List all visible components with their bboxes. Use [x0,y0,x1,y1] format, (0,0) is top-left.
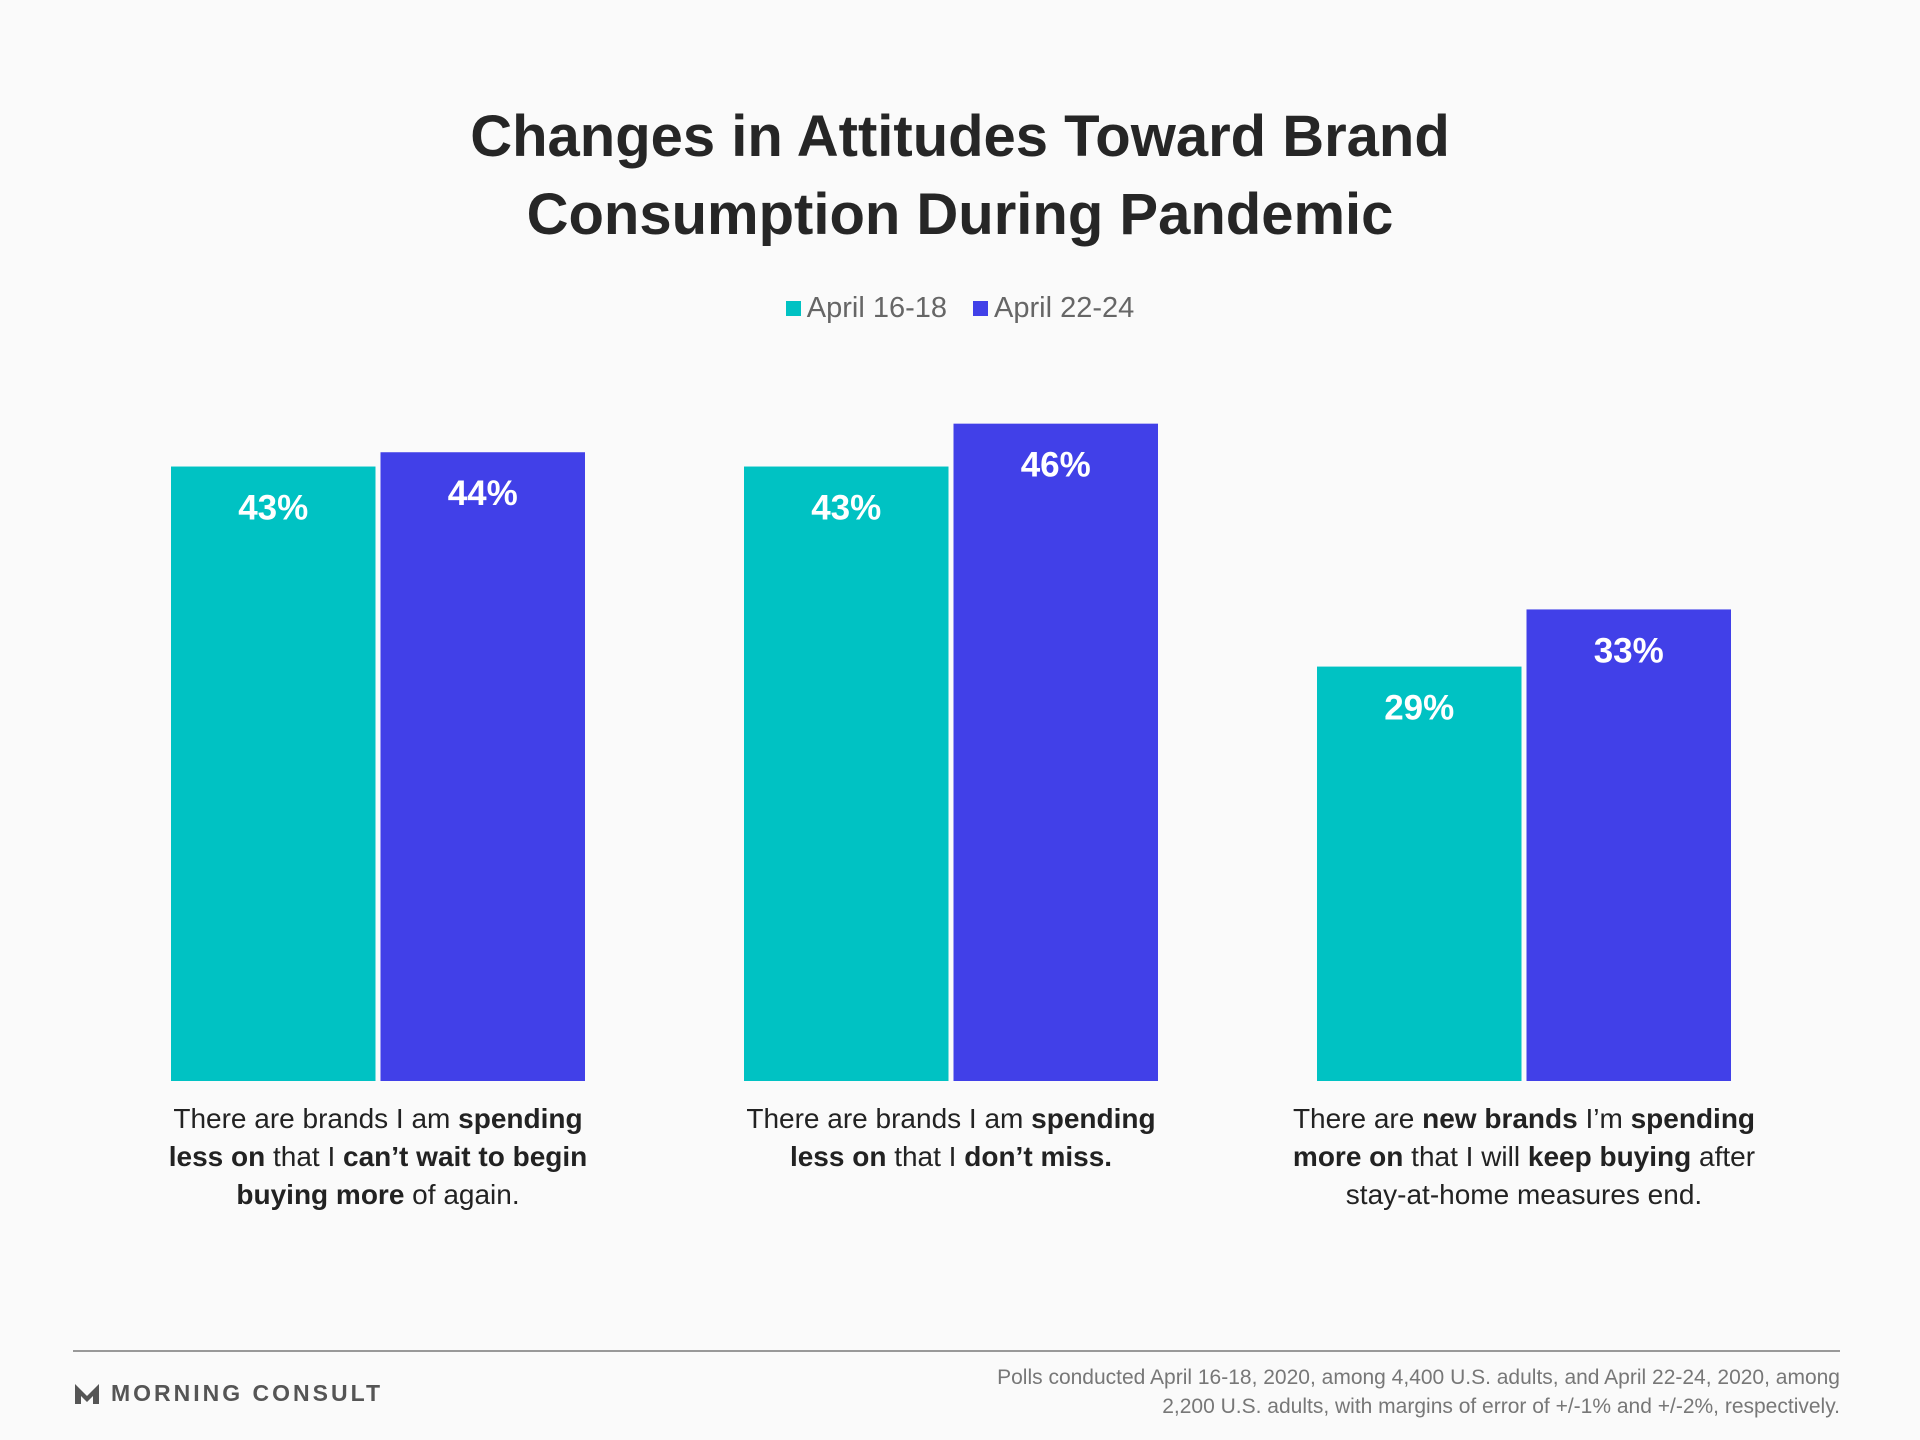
value-label: 29% [1384,689,1454,728]
category-text: that I [886,1141,965,1172]
category-text: spending more on [1292,1103,1756,1172]
legend-item: April 22-24 [973,292,1134,325]
category-text: There are brands I am [173,1103,459,1134]
category-text: keep buying [1527,1141,1692,1172]
category-text: I’m [1577,1103,1631,1134]
bar [953,423,1158,1081]
category-label: There are new brands I’m spending more o… [1289,1100,1759,1214]
legend-swatch [973,301,988,316]
category-text: that I [265,1141,344,1172]
category-text: new brands [1422,1103,1578,1134]
footer-rule [73,1350,1840,1352]
category-text: spending less on [168,1103,583,1172]
legend-label: April 22-24 [994,292,1135,324]
category-text: after stay-at-home measures end. [1345,1141,1756,1210]
legend-swatch [785,301,801,316]
legend-item: April 16-18 [785,292,947,325]
category-text: There are [1292,1103,1423,1134]
category-text: There are brands I am [746,1103,1032,1134]
value-label: 43% [811,489,881,528]
bar [380,452,585,1081]
bar [744,466,949,1081]
logo: MORNING CONSULT [73,1380,383,1407]
logo-text: MORNING CONSULT [111,1380,384,1406]
bar [1317,666,1522,1081]
value-label: 46% [1021,446,1091,485]
value-label: 33% [1594,631,1664,670]
value-label: 44% [448,474,518,513]
legend-label: April 16-18 [806,292,947,324]
legend: April 16-18 April 22-24 [0,292,1920,325]
category-text: don’t miss. [964,1141,1113,1172]
category-text: of again. [404,1179,520,1210]
logo-icon [75,1383,99,1404]
bar [171,466,376,1081]
category-text: can’t wait to begin buying more [236,1141,588,1210]
category-label: There are brands I am spending less on t… [143,1100,613,1214]
value-label: 43% [238,489,308,528]
bar [1526,609,1731,1081]
source-note: Polls conducted April 16-18, 2020, among… [997,1366,1840,1418]
category-label: There are brands I am spending less on t… [716,1100,1186,1176]
category-text: spending less on [789,1103,1156,1172]
chart-title: Changes in Attitudes Toward Brand Consum… [470,104,1450,247]
category-text: that I will [1403,1141,1528,1172]
